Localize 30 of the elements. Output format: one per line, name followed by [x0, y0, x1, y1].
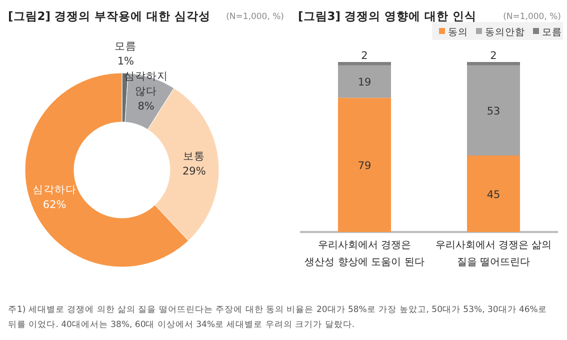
data-label: 1%: [117, 56, 134, 68]
text: 주1) 세대별로 경쟁에 의한 삶의 질을 떨어뜨린다는 주장에 대한 동의 비율은 20대가 58%로 가장 높았고, 50대가 53%, 30대가 46%로 뒤를 이었다. 40대에서는 38%, 60대 이상에서 34%로 세대별로 우려의 크기가 달랐다.: [8, 305, 547, 330]
data-label: 53: [486, 105, 500, 118]
chart-title: [그림2] 경쟁의 부작용에 대한 심각성: [8, 9, 211, 23]
bar: [467, 156, 520, 232]
bar: [338, 62, 391, 66]
data-label: 45: [486, 188, 500, 201]
data-label: 2: [361, 50, 368, 62]
data-label: 8%: [138, 100, 154, 113]
data-label: 29%: [182, 166, 206, 178]
slice-label: 심각하다: [32, 184, 77, 196]
legend-label: 동의: [448, 27, 468, 38]
slice-label: 모름: [114, 40, 137, 53]
bar: [467, 62, 520, 66]
data-label: 19: [358, 76, 372, 89]
legend-label: 동의안함: [485, 27, 525, 38]
legend-label: 모름: [542, 27, 562, 38]
text: (N=1,000, %): [503, 12, 561, 22]
bar: [338, 65, 391, 98]
chart-title: [그림3] 경쟁의 영향에 대한 인식: [298, 9, 477, 23]
data-label: 62%: [42, 199, 66, 212]
bar: [338, 98, 391, 232]
data-label: 79: [358, 160, 372, 172]
text: (N=1,000, %): [226, 12, 284, 22]
slice-label: 보통: [183, 150, 206, 163]
slice-label: 심각하지 않다: [124, 70, 168, 98]
data-label: 2: [490, 50, 497, 62]
bar: [467, 65, 520, 156]
x-tick-label: 우리사회에서 경쟁은 삶의 질을 떨어뜨린다: [435, 240, 552, 268]
x-tick-label: 우리사회에서 경쟁은 생산성 향상에 도움이 된다: [304, 240, 424, 268]
